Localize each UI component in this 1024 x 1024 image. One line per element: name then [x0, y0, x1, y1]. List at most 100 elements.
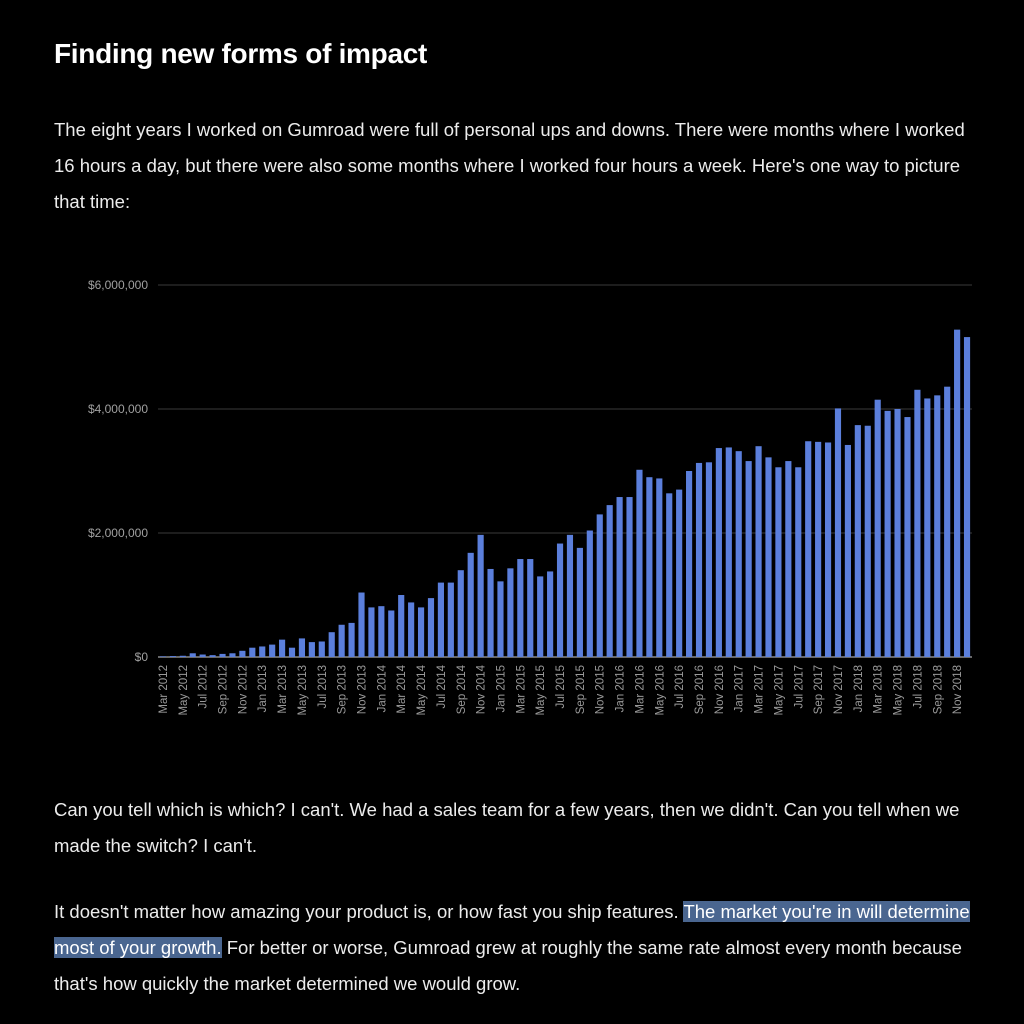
bar — [656, 478, 663, 657]
bar — [398, 595, 405, 657]
x-axis-labels: Mar 2012 May 2012 Jul 2012 Sep 2012 Nov 2012… — [158, 664, 964, 715]
article-title: Finding new forms of impact — [54, 38, 428, 69]
bar — [934, 395, 941, 657]
y-tick-label: $6,000,000 — [88, 278, 148, 292]
question-paragraph: Can you tell which is which? I can't. We… — [54, 799, 960, 856]
bar — [864, 425, 871, 657]
bar — [914, 389, 921, 657]
x-tick-label: Sep 2014 — [456, 664, 468, 714]
x-tick-label: Nov 2013 — [357, 665, 369, 714]
bar — [408, 602, 415, 657]
x-tick-label: Jul 2016 — [674, 665, 686, 708]
bar — [467, 552, 474, 657]
bar — [715, 448, 722, 657]
bar — [944, 386, 951, 657]
bar — [169, 656, 176, 657]
y-axis-labels: $0 $2,000,000 $4,000,000 $6,000,000 — [88, 278, 148, 664]
bar — [338, 624, 345, 657]
x-tick-label: Nov 2018 — [952, 665, 964, 714]
bar — [924, 398, 931, 657]
bar — [666, 493, 673, 657]
y-tick-label: $0 — [135, 650, 149, 664]
bar — [596, 514, 603, 657]
bar — [159, 656, 167, 657]
bar — [725, 447, 732, 657]
market-text-before: It doesn't matter how amazing your produ… — [54, 901, 684, 922]
y-tick-label: $4,000,000 — [88, 402, 148, 416]
bar — [556, 543, 564, 657]
bar — [368, 607, 375, 657]
bar — [963, 337, 971, 657]
bar — [636, 469, 643, 657]
x-tick-label: Nov 2016 — [714, 665, 726, 714]
bar — [328, 632, 335, 657]
chart-bars — [159, 329, 971, 657]
bar — [497, 581, 504, 657]
x-tick-label: May 2013 — [297, 665, 309, 716]
x-tick-label: Sep 2012 — [218, 665, 230, 714]
bar — [815, 441, 822, 657]
bar — [884, 410, 891, 657]
bar — [844, 444, 851, 657]
x-tick-label: May 2012 — [178, 665, 190, 716]
bar — [517, 559, 524, 657]
bar — [298, 638, 306, 657]
x-tick-label: Nov 2012 — [237, 665, 249, 714]
bar — [308, 642, 315, 657]
bar — [606, 505, 613, 657]
x-tick-label: Jan 2016 — [615, 665, 627, 712]
x-tick-label: Jul 2014 — [436, 664, 448, 708]
x-tick-label: Mar 2013 — [277, 665, 289, 714]
bar — [487, 568, 494, 657]
x-tick-label: Jan 2017 — [734, 665, 746, 712]
bar — [537, 576, 544, 657]
x-tick-label: Jul 2013 — [317, 665, 329, 708]
bar — [318, 641, 325, 657]
bar — [457, 570, 464, 657]
x-tick-label: Nov 2015 — [595, 665, 607, 714]
bar — [805, 441, 812, 657]
x-tick-label: May 2018 — [893, 665, 905, 716]
bar — [259, 646, 266, 657]
bar — [179, 655, 186, 657]
x-tick-label: Mar 2014 — [396, 664, 408, 713]
bar — [358, 592, 365, 657]
x-tick-label: Jan 2014 — [376, 664, 388, 712]
bar — [348, 622, 355, 657]
bar — [695, 462, 703, 657]
intro-paragraph: The eight years I worked on Gumroad were… — [54, 119, 965, 212]
bar — [189, 653, 196, 657]
bar — [447, 582, 454, 657]
x-tick-label: Sep 2017 — [813, 665, 825, 714]
bar — [477, 534, 484, 657]
bar — [686, 471, 693, 657]
x-tick-label: Mar 2017 — [754, 665, 766, 714]
x-tick-label: May 2017 — [773, 665, 785, 716]
bar — [904, 417, 911, 657]
bar — [765, 457, 772, 657]
bar — [824, 442, 832, 657]
bar — [547, 571, 554, 657]
bar — [874, 399, 881, 657]
x-tick-label: May 2016 — [654, 665, 666, 716]
x-tick-label: Mar 2016 — [634, 665, 646, 714]
bar — [954, 329, 961, 657]
market-paragraph: It doesn't matter how amazing your produ… — [54, 894, 984, 1002]
x-tick-label: Mar 2012 — [158, 665, 170, 714]
x-tick-label: May 2015 — [535, 665, 547, 716]
market-text-after: For better or worse, Gumroad grew at rou… — [54, 937, 962, 994]
x-tick-label: Jul 2018 — [912, 665, 924, 708]
bar — [427, 598, 435, 657]
revenue-bar-chart: $0 $2,000,000 $4,000,000 $6,000,000 Mar 201… — [88, 278, 972, 716]
bar — [785, 461, 792, 657]
bar — [646, 477, 653, 657]
bar — [199, 654, 206, 657]
x-tick-label: Sep 2015 — [575, 665, 587, 714]
x-tick-label: Jan 2015 — [495, 665, 507, 712]
bar — [527, 559, 534, 657]
bar — [795, 467, 802, 657]
bar — [735, 451, 742, 657]
x-tick-label: May 2014 — [416, 664, 428, 715]
x-tick-label: Nov 2014 — [476, 664, 488, 714]
bar — [437, 582, 444, 657]
